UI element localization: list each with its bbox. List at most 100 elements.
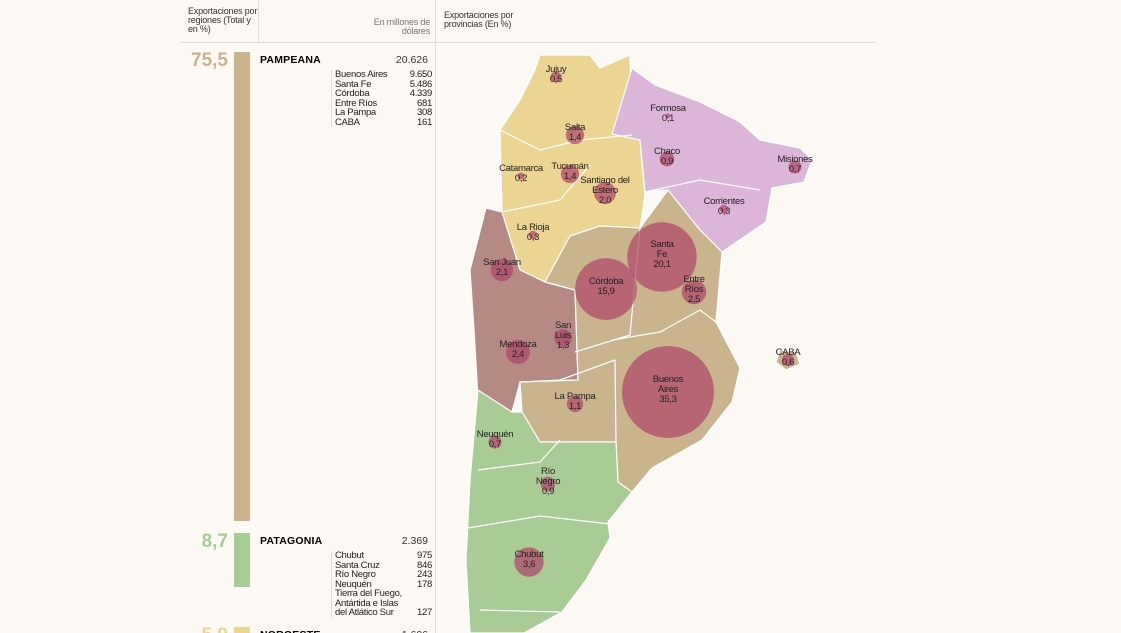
province-label: Córdoba 15,9 [588, 276, 624, 297]
region-total: 2.369 [401, 535, 428, 547]
province-label-value: 2,0 [598, 195, 612, 206]
province-value: 681 [417, 97, 432, 109]
province-value: 161 [417, 116, 432, 128]
province-label: Formosa 0,1 [650, 103, 686, 124]
province-label: Buenos Aires 35,3 [648, 375, 688, 405]
province-list: Buenos Aires 9.650 Santa Fe 5.486 Córdoba 4.3… [331, 70, 432, 127]
province-label-name: Córdoba [588, 276, 624, 287]
export-bubble [540, 476, 556, 492]
province-value: 5.486 [409, 78, 433, 90]
province-label-value: 15,9 [597, 286, 615, 297]
regions-title: Exportaciones por regiones (Total y en %… [188, 6, 258, 34]
region-bar [234, 533, 250, 588]
province-label-value: 0,3 [526, 232, 540, 243]
province-label-value: 0,7 [488, 439, 502, 450]
export-bubble [528, 230, 538, 240]
column-rule [258, 0, 259, 42]
export-bubble [506, 340, 530, 364]
units-note: En millones de dólares [373, 17, 430, 36]
province-name: Córdoba [335, 88, 370, 99]
province-value: 243 [417, 569, 432, 580]
province-label: Jujuy 0,5 [546, 65, 567, 85]
province-label-value: 0,6 [781, 357, 795, 368]
province-row: Río Negro 243 [335, 570, 432, 580]
province-name: Neuquén [335, 578, 372, 590]
province-label-name: Jujuy [545, 64, 567, 75]
province-value: 127 [417, 607, 432, 618]
province-label: Mendoza 2,4 [500, 340, 537, 360]
province-label-name: Corrientes [703, 196, 745, 207]
province-border [611, 309, 717, 341]
province-label-value: 2,1 [495, 267, 509, 278]
province-list: Chubut 975 Santa Cruz 846 Río Negro 243 Neuqué… [331, 551, 432, 618]
province-label-value: 0,3 [717, 206, 731, 217]
export-bubble [565, 125, 585, 145]
region-total: 20.626 [395, 54, 428, 66]
province-label-name: Salta [564, 122, 586, 133]
province-value: 178 [417, 578, 432, 590]
province-row: Buenos Aires 9.650 [335, 70, 432, 80]
province-row: Tierra del Fuego, Antártida e Islas del … [335, 589, 432, 618]
province-border [477, 439, 561, 471]
province-label: Corrientes 0,3 [704, 197, 745, 217]
province-label-name: San Juan [483, 257, 521, 268]
province-row: Córdoba 4.339 [335, 89, 432, 99]
province-row: CABA 161 [335, 116, 432, 128]
province-label-name: La Pampa [554, 391, 596, 402]
province-value: 308 [417, 107, 432, 118]
province-label-name: Santiago del Estero [580, 175, 630, 196]
province-row: Neuquén 178 [335, 578, 432, 590]
province-label-name: Chaco [654, 146, 680, 157]
province-value: 4.339 [409, 88, 433, 99]
export-bubble [788, 160, 802, 174]
province-label-name: Formosa [650, 103, 686, 114]
export-bubble [488, 435, 502, 449]
province-label-value: 2,5 [687, 294, 701, 305]
export-bubble [782, 354, 794, 366]
province-label-name: Misiones [777, 154, 813, 165]
province-name: Río Negro [335, 569, 376, 580]
province-label-value: 1,1 [568, 401, 582, 412]
province-border [501, 164, 591, 213]
province-label-value: 0,2 [514, 173, 528, 184]
province-label-value: 1,4 [563, 171, 577, 182]
province-name: La Pampa [335, 107, 376, 118]
province-name: Chubut [335, 550, 364, 561]
export-bubble [719, 204, 729, 214]
province-label: La Rioja 0,3 [516, 222, 550, 243]
province-label-value: 0,9 [660, 156, 674, 167]
province-label-name: CABA [775, 347, 801, 358]
region-percent: 5,9 [182, 625, 228, 633]
province-value: 846 [417, 559, 432, 571]
province-label-name: Chubut [514, 549, 544, 560]
export-bubble [517, 172, 525, 180]
province-value: 9.650 [409, 69, 433, 80]
region-total: 1.606 [402, 629, 428, 633]
province-label-value: 35,3 [659, 394, 677, 405]
province-label-name: Neuquén [476, 429, 514, 440]
province-label-name: Catamarca [499, 163, 543, 174]
province-label-value: 0,1 [661, 113, 675, 124]
province-label-value: 0,5 [549, 74, 563, 85]
export-bubble [566, 395, 584, 413]
province-label-value: 1,3 [556, 340, 570, 351]
province-name: Santa Fe [335, 78, 372, 90]
province-label-value: 0,7 [788, 164, 802, 175]
region-name: PATAGONIA [260, 535, 323, 547]
province-border [644, 179, 761, 193]
province-row: La Pampa 308 [335, 108, 432, 118]
export-bubble [681, 279, 707, 305]
province-label-name: Buenos Aires [652, 374, 684, 395]
province-label-value: 0,9 [541, 486, 555, 497]
province-label: Misiones 0,7 [777, 155, 812, 175]
province-row: Chubut 975 [335, 551, 432, 561]
province-label: La Pampa 1,1 [555, 392, 596, 412]
province-label-name: La Rioja [516, 222, 550, 233]
province-value: 975 [417, 550, 432, 561]
province-border [479, 609, 561, 613]
export-bubble [594, 182, 616, 204]
province-label: Salta 1,4 [565, 123, 585, 143]
region-name: PAMPEANA [260, 54, 321, 66]
province-border [521, 359, 617, 443]
